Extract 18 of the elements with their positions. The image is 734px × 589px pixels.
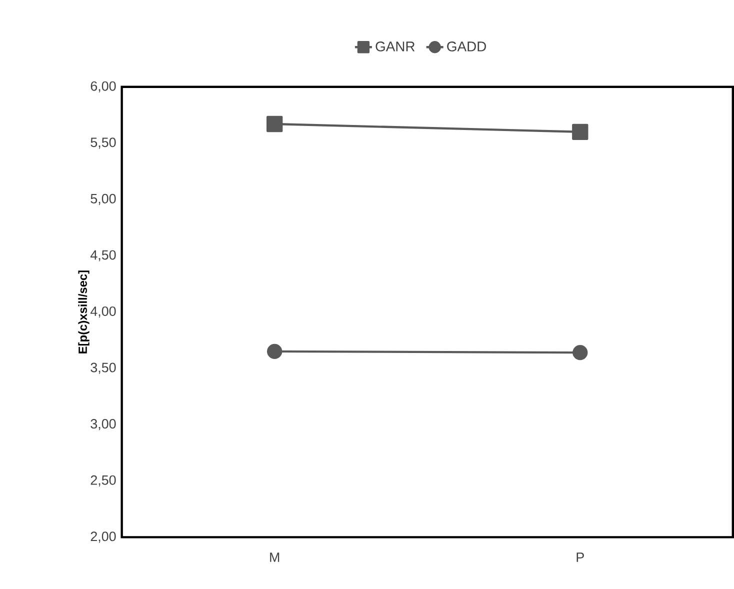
point (266, 116, 283, 132)
y-tick-label: 6,00 (90, 81, 116, 92)
y-tick-label: 3,50 (90, 362, 116, 374)
y-tick-label: 5,00 (90, 194, 116, 205)
y-tick-label: 2,50 (90, 475, 116, 486)
y-tick-label: 4,50 (90, 250, 116, 262)
legend-label: GANR (376, 41, 415, 52)
point (572, 124, 588, 140)
y-tick-label: 2,00 (90, 532, 116, 543)
point (267, 344, 282, 359)
y-tick-label: 4,00 (90, 306, 116, 318)
x-tick-label: M (270, 552, 280, 562)
y-tick-label: 5,50 (90, 138, 116, 149)
x-tick-label: P (576, 552, 584, 562)
y-axis-title: E[p(c)xsill/sec] (78, 270, 90, 354)
y-tick-label: 3,00 (90, 419, 116, 430)
point (572, 344, 588, 360)
legend-label: GADD (447, 41, 486, 52)
